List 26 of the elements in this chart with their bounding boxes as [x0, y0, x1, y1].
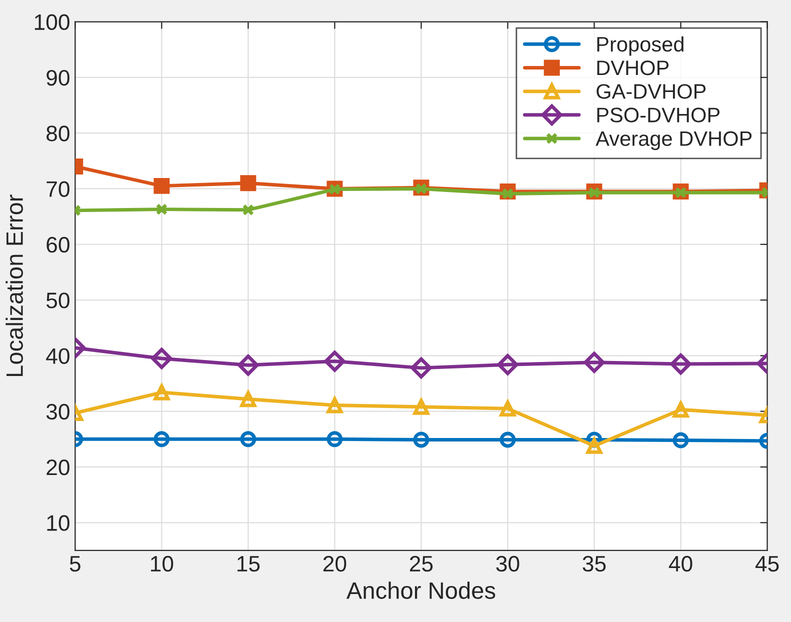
- x-tick-label: 40: [668, 556, 692, 572]
- x-tick-label: 5: [70, 556, 80, 572]
- x-tick-label: 45: [755, 556, 779, 572]
- legend-label: Average DVHOP: [596, 131, 752, 150]
- x-tick-label: 10: [150, 556, 174, 572]
- x-tick-label: 20: [323, 556, 346, 572]
- y-tick-label: 10: [47, 515, 70, 531]
- x-tick-label: 35: [582, 556, 606, 572]
- x-axis-title: Anchor Nodes: [346, 582, 496, 599]
- y-tick-label: 30: [46, 404, 70, 420]
- y-tick-label: 40: [46, 348, 70, 364]
- y-tick-label: 70: [46, 181, 70, 197]
- legend-label: PSO-DVHOP: [597, 108, 720, 122]
- y-tick-label: 100: [34, 14, 70, 30]
- y-tick-label: 20: [46, 460, 70, 476]
- x-tick-label: 30: [496, 556, 520, 572]
- y-axis-title: Localization Error: [6, 194, 23, 376]
- y-tick-label: 60: [46, 236, 70, 253]
- y-tick-label: 90: [46, 70, 70, 86]
- x-tick-label: 15: [238, 556, 260, 572]
- legend-label: DVHOP: [597, 60, 669, 76]
- x-tick-label: 25: [410, 556, 433, 572]
- legend-label: Proposed: [597, 36, 684, 56]
- y-tick-label: 80: [46, 126, 70, 142]
- y-tick-label: 50: [46, 292, 70, 308]
- legend-label: GA-DVHOP: [596, 84, 706, 99]
